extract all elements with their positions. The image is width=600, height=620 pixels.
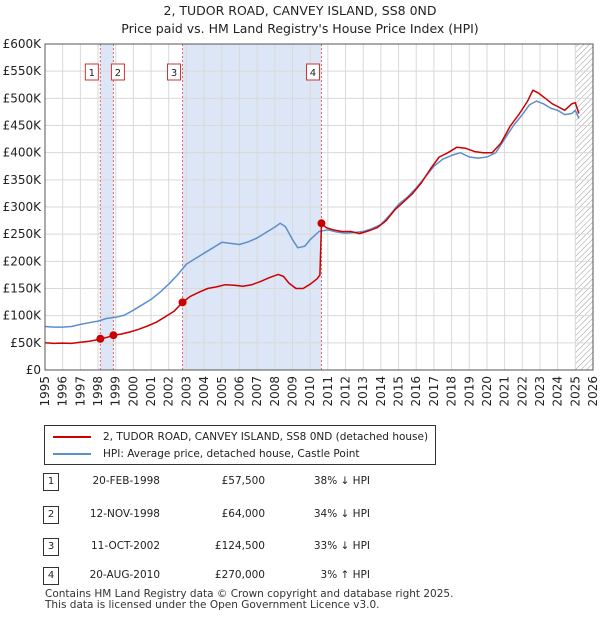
y-tick-label: £50K bbox=[10, 336, 42, 350]
x-tick-label: 2025 bbox=[568, 376, 582, 407]
sale-hpi-diff: 33% ↓ HPI bbox=[313, 540, 370, 552]
legend-item-property: 2, TUDOR ROAD, CANVEY ISLAND, SS8 0ND (d… bbox=[53, 429, 428, 445]
x-tick-label: 1995 bbox=[38, 376, 52, 407]
y-tick-label: £400K bbox=[3, 146, 43, 160]
sale-date: 20-AUG-2010 bbox=[89, 569, 160, 581]
y-tick-label: £200K bbox=[3, 254, 43, 268]
sale-number: 3 bbox=[43, 538, 59, 556]
sale-marker-box bbox=[110, 63, 125, 81]
x-tick-label: 2016 bbox=[409, 376, 423, 407]
x-tick-label: 2006 bbox=[232, 376, 246, 407]
sale-marker-box bbox=[167, 63, 182, 81]
legend-item-hpi: HPI: Average price, detached house, Cast… bbox=[53, 446, 360, 462]
series-line-hpi bbox=[44, 100, 580, 328]
x-tick-label: 2011 bbox=[321, 376, 335, 407]
sale-price: £57,500 bbox=[221, 475, 265, 487]
sale-date: 11-OCT-2002 bbox=[91, 540, 160, 552]
legend-label-hpi: HPI: Average price, detached house, Cast… bbox=[103, 448, 360, 460]
sale-date: 20-FEB-1998 bbox=[92, 475, 160, 487]
legend-label-property: 2, TUDOR ROAD, CANVEY ISLAND, SS8 0ND (d… bbox=[103, 431, 429, 443]
sale-marker-label: 1 bbox=[89, 68, 95, 79]
legend-swatch-red bbox=[53, 436, 91, 438]
x-tick-label: 2007 bbox=[250, 376, 264, 407]
table-row: 4 20-AUG-2010 £270,000 3% ↑ HPI bbox=[0, 566, 600, 586]
x-tick-label: 2010 bbox=[303, 376, 317, 407]
x-tick-label: 1998 bbox=[91, 376, 105, 407]
y-tick-label: £500K bbox=[3, 91, 43, 105]
x-tick-label: 2020 bbox=[480, 376, 494, 407]
footer: Contains HM Land Registry data © Crown c… bbox=[45, 589, 453, 611]
x-tick-label: 2005 bbox=[215, 376, 229, 407]
x-tick-label: 2017 bbox=[427, 376, 441, 407]
y-tick-label: £150K bbox=[3, 282, 43, 296]
sale-point bbox=[317, 219, 326, 228]
y-tick-label: £250K bbox=[3, 227, 43, 241]
x-tick-label: 2002 bbox=[162, 376, 176, 407]
x-tick-label: 2008 bbox=[268, 376, 282, 407]
sale-marker-label: 3 bbox=[171, 68, 177, 79]
x-tick-label: 2003 bbox=[179, 376, 193, 407]
x-tick-label: 2001 bbox=[144, 376, 158, 407]
sale-marker-box bbox=[84, 63, 99, 81]
sale-point bbox=[178, 298, 187, 307]
sale-marker-label: 2 bbox=[115, 68, 121, 79]
sale-number: 4 bbox=[43, 567, 59, 585]
x-tick-label: 2009 bbox=[285, 376, 299, 407]
sale-price: £124,500 bbox=[214, 540, 265, 552]
x-tick-label: 1997 bbox=[73, 376, 87, 407]
sale-marker-label: 4 bbox=[310, 68, 316, 79]
sale-date: 12-NOV-1998 bbox=[89, 508, 160, 520]
chart-canvas: 1 2 3 4 £0 £50K £100K £150K £200K £250K £300K £350… bbox=[3, 37, 600, 407]
x-tick-label: 2015 bbox=[392, 376, 406, 407]
plot-frame bbox=[44, 43, 594, 371]
sale-hpi-diff: 34% ↓ HPI bbox=[313, 508, 370, 520]
legend-swatch-blue bbox=[53, 453, 91, 455]
sale-point bbox=[109, 331, 118, 340]
footer-copyright: Contains HM Land Registry data © Crown c… bbox=[45, 588, 454, 600]
x-tick-label: 2004 bbox=[197, 376, 211, 407]
x-tick-label: 2022 bbox=[515, 376, 529, 407]
x-tick-label: 2024 bbox=[551, 376, 565, 407]
table-row: 2 12-NOV-1998 £64,000 34% ↓ HPI bbox=[0, 505, 600, 525]
title-line-2: Price paid vs. HM Land Registry's House … bbox=[121, 21, 479, 36]
x-tick-label: 2023 bbox=[533, 376, 547, 407]
sale-hpi-diff: 3% ↑ HPI bbox=[320, 569, 370, 581]
y-tick-label: £350K bbox=[3, 173, 43, 187]
sale-point bbox=[96, 334, 105, 343]
x-tick-label: 2019 bbox=[462, 376, 476, 407]
sale-price: £270,000 bbox=[214, 569, 265, 581]
table-row: 1 20-FEB-1998 £57,500 38% ↓ HPI bbox=[0, 472, 600, 492]
chart-title: 2, TUDOR ROAD, CANVEY ISLAND, SS8 0ND Pr… bbox=[0, 2, 600, 38]
y-tick-label: £0 bbox=[26, 363, 41, 377]
sale-number: 2 bbox=[43, 506, 59, 524]
sale-hpi-diff: 38% ↓ HPI bbox=[313, 475, 370, 487]
x-tick-label: 2012 bbox=[339, 376, 353, 407]
title-line-1: 2, TUDOR ROAD, CANVEY ISLAND, SS8 0ND bbox=[163, 3, 437, 18]
x-tick-label: 2014 bbox=[374, 376, 388, 407]
sale-number: 1 bbox=[43, 473, 59, 491]
x-tick-label: 1996 bbox=[56, 376, 70, 407]
x-tick-label: 2021 bbox=[498, 376, 512, 407]
y-tick-label: £100K bbox=[3, 309, 43, 323]
y-tick-label: £600K bbox=[3, 37, 43, 51]
legend: 2, TUDOR ROAD, CANVEY ISLAND, SS8 0ND (d… bbox=[44, 425, 436, 465]
footer-licence: This data is licensed under the Open Gov… bbox=[45, 599, 380, 611]
x-tick-label: 2026 bbox=[586, 376, 600, 407]
x-tick-label: 1999 bbox=[109, 376, 123, 407]
x-tick-label: 2013 bbox=[356, 376, 370, 407]
sale-marker-box bbox=[305, 63, 320, 81]
x-tick-label: 2000 bbox=[126, 376, 140, 407]
table-row: 3 11-OCT-2002 £124,500 33% ↓ HPI bbox=[0, 537, 600, 557]
sale-price: £64,000 bbox=[221, 508, 265, 520]
x-tick-label: 2018 bbox=[445, 376, 459, 407]
y-tick-label: £550K bbox=[3, 64, 43, 78]
series-line-property bbox=[44, 89, 580, 345]
y-tick-label: £300K bbox=[3, 200, 43, 214]
y-tick-label: £450K bbox=[3, 119, 43, 133]
